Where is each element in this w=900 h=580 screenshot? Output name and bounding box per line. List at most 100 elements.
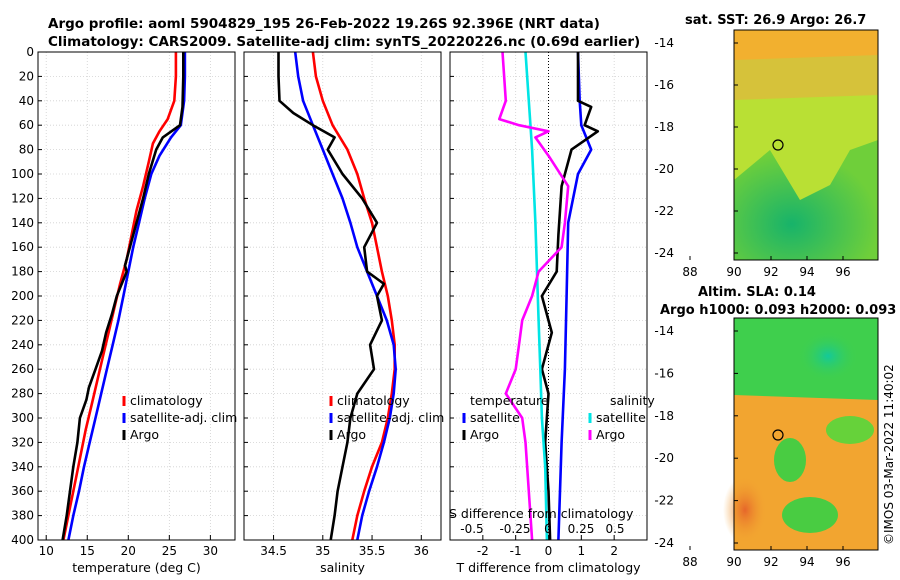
title-line1: Argo profile: aoml 5904829_195 26-Feb-20… xyxy=(48,16,600,32)
sla-map-blob2 xyxy=(826,416,874,444)
salinity-xtick-label: 35.5 xyxy=(359,544,386,558)
legend-label: Argo xyxy=(470,427,499,442)
legend-label: Argo xyxy=(337,427,366,442)
depth-tick-label: 60 xyxy=(19,118,34,132)
map-xtick-label: 88 xyxy=(682,555,697,569)
salinity-panel: 34.5 35 35.5 36 salinity climatology satellite… xyxy=(243,51,444,575)
copyright-text: ©IMOS 03-Mar-2022 11:40:02 xyxy=(882,364,896,545)
depth-tick-label: 320 xyxy=(11,435,34,449)
depth-tick-label: 280 xyxy=(11,387,34,401)
temperature-xlabel: temperature (deg C) xyxy=(72,560,201,575)
depth-tick-label: 200 xyxy=(11,289,34,303)
legend-label: satellite xyxy=(470,410,520,425)
difference-xlabel: T difference from climatology xyxy=(455,560,641,575)
sla-map-blob3 xyxy=(782,497,838,533)
difference-top-tick-label: 0 xyxy=(544,522,552,536)
difference-xtick-label: -2 xyxy=(477,544,489,558)
legend-label: Argo xyxy=(130,427,159,442)
difference-series-t-satellite xyxy=(557,51,593,541)
sla-argo-marker xyxy=(772,429,784,441)
depth-tick-label: 80 xyxy=(19,143,34,157)
map-ytick-label: -18 xyxy=(654,409,674,423)
sla-map-eddy xyxy=(798,331,858,381)
sst-map-border xyxy=(733,29,879,261)
map-ytick-label: -22 xyxy=(654,204,674,218)
map-xtick-label: 96 xyxy=(835,265,850,279)
temperature-xtick-label: 15 xyxy=(80,544,95,558)
temperature-xtick-label: 30 xyxy=(203,544,218,558)
difference-xtick-label: 1 xyxy=(578,544,586,558)
depth-tick-label: 180 xyxy=(11,265,34,279)
sst-argo-marker xyxy=(772,139,784,151)
sst-map-ticks: 88 90 92 94 96 -14 -16 -18 -20 -22 -24 xyxy=(654,36,850,279)
map-ytick-label: -24 xyxy=(654,536,674,550)
difference-top-tick-label: 0.5 xyxy=(605,522,624,536)
depth-tick-label: 360 xyxy=(11,484,34,498)
temperature-series-argo xyxy=(61,52,185,541)
map-ytick-label: -22 xyxy=(654,494,674,508)
temperature-xtick-label: 10 xyxy=(39,544,54,558)
legend-title-temperature: temperature xyxy=(470,393,549,408)
sla-map-panel: Altim. SLA: 0.14 Argo h1000: 0.093 h2000… xyxy=(654,285,896,569)
legend-label: Argo xyxy=(596,427,625,442)
sla-map-ticks: 88 90 92 94 96 -14 -16 -18 -20 -22 -24 xyxy=(654,324,850,569)
map-ytick-label: -14 xyxy=(654,324,674,338)
map-ytick-label: -20 xyxy=(654,451,674,465)
salinity-xlabel: salinity xyxy=(320,560,365,575)
legend-label: satellite xyxy=(596,410,646,425)
salinity-series-argo xyxy=(277,52,386,541)
sst-map-title: sat. SST: 26.9 Argo: 26.7 xyxy=(685,13,866,28)
depth-tick-label: 100 xyxy=(11,167,34,181)
temperature-panel: 10 15 20 25 30020406080100120140160180200220… xyxy=(11,45,237,575)
temperature-frame xyxy=(37,51,236,541)
legend-label: satellite-adj. clim xyxy=(130,410,237,425)
depth-tick-label: 140 xyxy=(11,216,34,230)
map-xtick-label: 96 xyxy=(835,555,850,569)
sst-map-cool xyxy=(734,140,878,260)
temperature-series-climatology xyxy=(62,52,178,541)
difference-top-tick-label: -0.5 xyxy=(460,522,483,536)
difference-xtick-label: -1 xyxy=(510,544,522,558)
map-xtick-label: 90 xyxy=(726,555,741,569)
sla-map-title: Altim. SLA: 0.14 xyxy=(698,285,816,300)
difference-top-tick-label: -0.25 xyxy=(499,522,530,536)
map-ytick-label: -24 xyxy=(654,246,674,260)
depth-tick-label: 160 xyxy=(11,240,34,254)
temperature-xtick-label: 20 xyxy=(121,544,136,558)
depth-tick-label: 20 xyxy=(19,69,34,83)
depth-tick-label: 120 xyxy=(11,191,34,205)
depth-tick-label: 300 xyxy=(11,411,34,425)
map-ytick-label: -16 xyxy=(654,78,674,92)
map-xtick-label: 92 xyxy=(763,265,778,279)
depth-tick-label: 240 xyxy=(11,338,34,352)
map-ytick-label: -18 xyxy=(654,120,674,134)
temperature-xtick-label: 25 xyxy=(162,544,177,558)
difference-top-tick-label: 0.25 xyxy=(568,522,595,536)
sst-map-panel: sat. SST: 26.9 Argo: 26.7 88 90 92 94 96 -14 -… xyxy=(654,13,879,279)
title-line2: Climatology: CARS2009. Satellite-adj cli… xyxy=(48,34,640,50)
temperature-plot-area xyxy=(38,52,235,540)
map-ytick-label: -14 xyxy=(654,36,674,50)
sla-map-border xyxy=(733,317,879,551)
depth-tick-label: 340 xyxy=(11,460,34,474)
map-ytick-label: -20 xyxy=(654,162,674,176)
depth-tick-label: 40 xyxy=(19,94,34,108)
legend-label: satellite-adj. clim xyxy=(337,410,444,425)
map-xtick-label: 94 xyxy=(799,555,814,569)
salinity-series-climatology xyxy=(311,51,397,541)
sla-map-blob1 xyxy=(774,438,806,482)
map-xtick-label: 92 xyxy=(763,555,778,569)
salinity-xtick-label: 34.5 xyxy=(260,544,287,558)
salinity-frame xyxy=(243,51,442,541)
sla-map-warm xyxy=(723,476,767,544)
difference-top-xlabel: S difference from climatology xyxy=(449,506,634,521)
temperature-series-satellite-adj-clim xyxy=(67,52,187,541)
salinity-xtick-label: 35 xyxy=(315,544,330,558)
depth-tick-label: 400 xyxy=(11,533,34,547)
salinity-xtick-label: 36 xyxy=(414,544,429,558)
difference-series-s-argo xyxy=(497,51,570,541)
salinity-plot-area xyxy=(244,52,441,540)
difference-panel: -2 -1 0 1 2 T difference from climatology temp… xyxy=(449,51,655,575)
sla-map-subtitle: Argo h1000: 0.093 h2000: 0.093 xyxy=(660,303,896,318)
